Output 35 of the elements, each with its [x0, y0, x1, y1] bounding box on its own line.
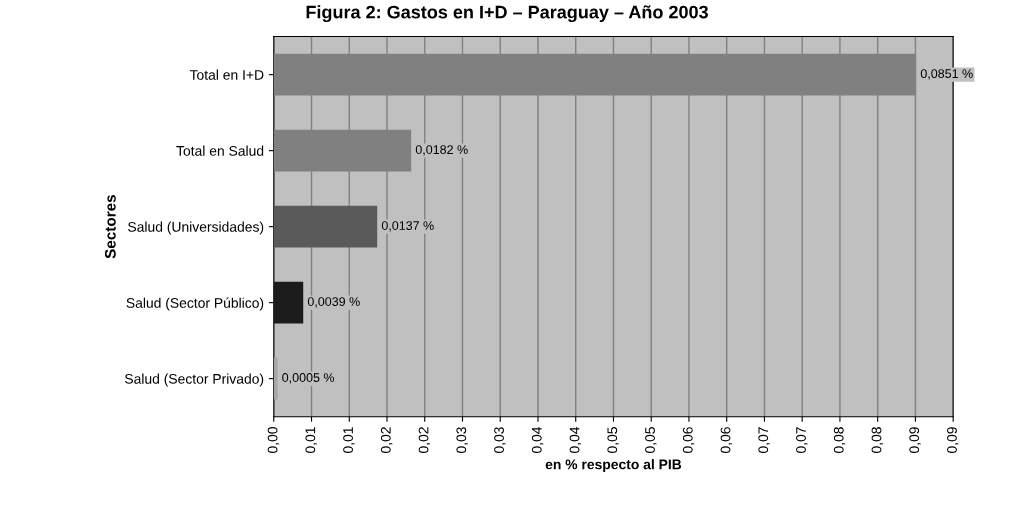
x-tick-label: 0,09 [947, 427, 959, 454]
data-label: 0,0182 % [415, 145, 468, 156]
data-label: 0,0039 % [307, 297, 360, 308]
x-tick-label: 0,06 [720, 427, 733, 454]
x-tick-label: 0,03 [456, 427, 468, 454]
x-tick-label: 0,08 [833, 427, 846, 454]
y-tick-label: Salud (Sector Privado) [124, 373, 264, 387]
bar [273, 205, 378, 248]
x-tick-label: 0,01 [343, 427, 355, 454]
bar [273, 357, 278, 400]
data-label: 0,0137 % [381, 221, 434, 232]
x-tick-label: 0,05 [607, 427, 619, 454]
y-tick-label: Total en Salud [176, 145, 264, 156]
x-tick-label: 0,07 [796, 427, 808, 454]
x-tick-label: 0,06 [682, 427, 695, 454]
data-label: 0,0851 % [920, 69, 973, 80]
x-tick-label: 0,07 [758, 427, 770, 454]
bar [273, 281, 304, 324]
x-tick-label: 0,04 [569, 426, 582, 454]
data-label: 0,0005 % [282, 373, 335, 384]
y-tick-label: Salud (Sector Público) [126, 297, 264, 311]
y-tick-label: Total en I+D [189, 69, 264, 80]
x-tick-label: 0,02 [380, 427, 393, 454]
x-tick-label: 0,04 [531, 426, 544, 454]
x-axis-title: en % respecto al PIB [545, 459, 682, 473]
y-tick-label: Salud (Universidades) [128, 221, 264, 235]
x-tick-label: 0,03 [494, 427, 506, 454]
x-tick-label: 0,01 [305, 427, 317, 454]
x-tick-label: 0,00 [267, 427, 280, 454]
x-tick-label: 0,08 [871, 427, 884, 454]
x-tick-label: 0,05 [645, 427, 657, 454]
x-tick-label: 0,09 [909, 427, 921, 454]
x-tick-label: 0,02 [418, 427, 431, 454]
chart-title: Figura 2: Gastos en I+D – Paraguay – Año 2003 [306, 5, 708, 23]
y-axis-title: Sectores [104, 194, 116, 259]
